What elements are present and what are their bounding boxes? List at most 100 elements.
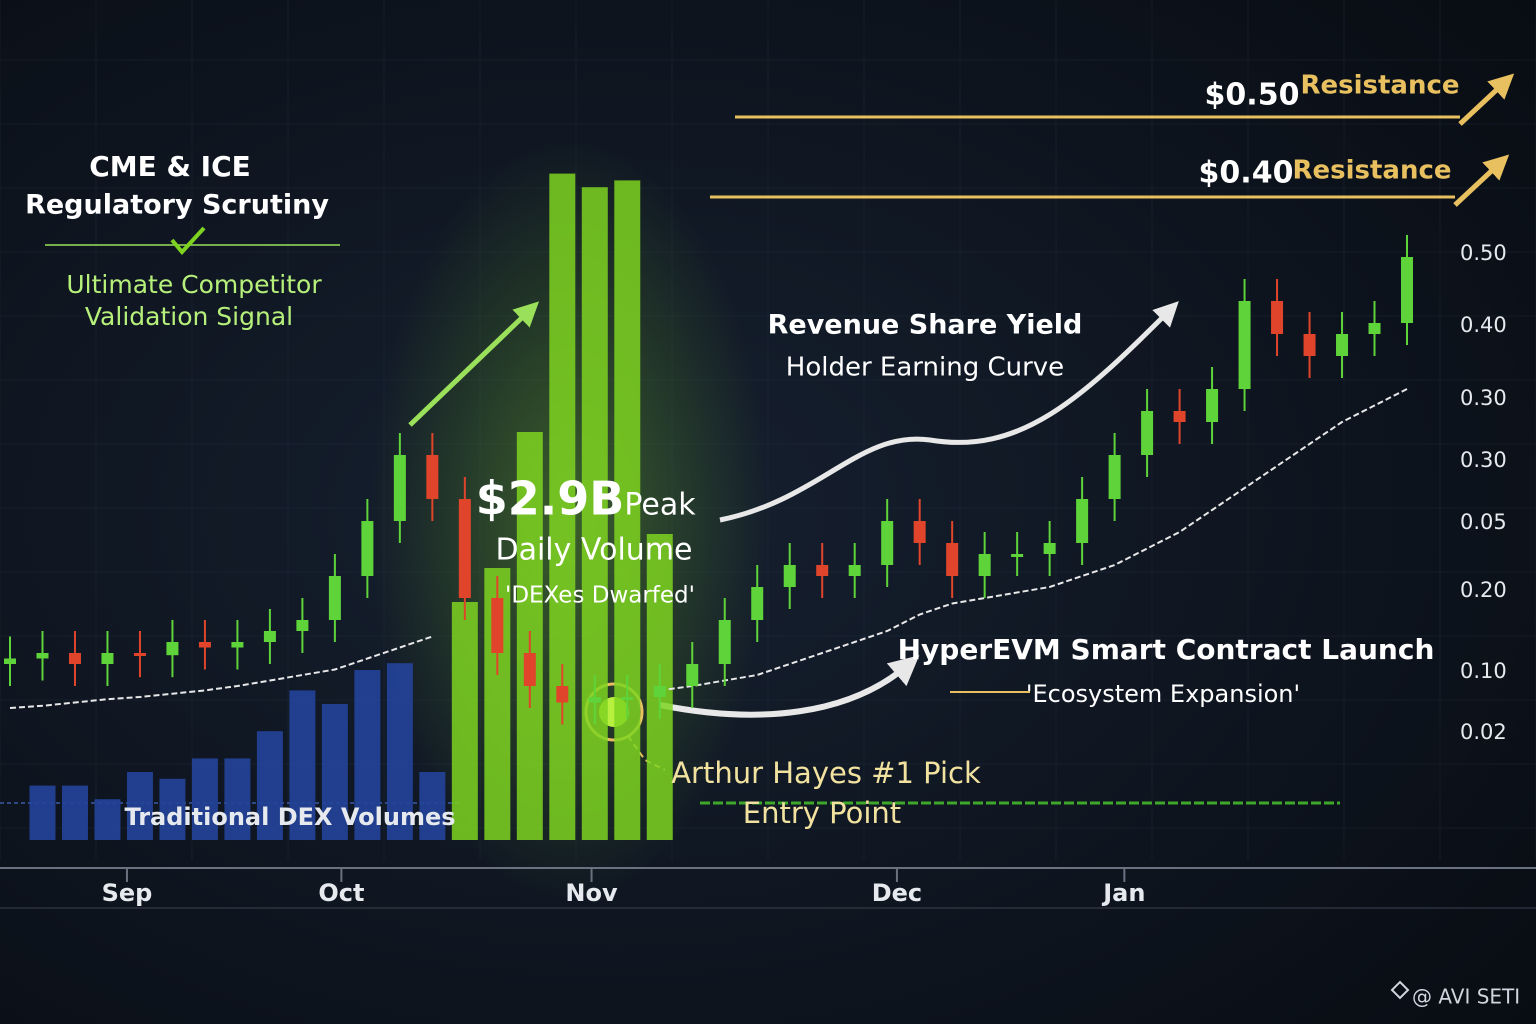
candle-body xyxy=(4,658,16,664)
candle-body xyxy=(718,620,731,664)
candle-body xyxy=(946,543,959,576)
candle-body xyxy=(523,653,536,686)
logo-icon xyxy=(1390,980,1410,1000)
ma-layer xyxy=(9,388,1408,709)
arrow xyxy=(408,301,540,427)
volume-bar xyxy=(61,785,88,840)
annotation: $2.9B xyxy=(476,472,625,526)
volume-bar xyxy=(126,772,153,840)
candle-body xyxy=(36,653,49,659)
price-label: 0.05 xyxy=(1460,510,1507,534)
volume-bar xyxy=(29,785,56,840)
arrow xyxy=(719,301,1179,523)
volume-bar xyxy=(224,758,251,840)
candle-body xyxy=(1108,455,1121,499)
price-label: 0.30 xyxy=(1460,386,1507,410)
volume-bar xyxy=(419,772,446,840)
annotation: 'DEXes Dwarfed' xyxy=(505,583,695,609)
x-tick-label: Oct xyxy=(318,879,364,907)
annotation: Revenue Share Yield xyxy=(768,310,1083,341)
candle-body xyxy=(556,686,569,703)
volume-bar xyxy=(581,187,608,840)
candle-body xyxy=(1011,554,1024,557)
candle-body xyxy=(783,565,796,587)
candle-layer xyxy=(4,235,1413,725)
annotation: Holder Earning Curve xyxy=(786,353,1064,383)
annotation: 'Ecosystem Expansion' xyxy=(1026,680,1300,708)
candle-body xyxy=(913,521,926,543)
candle-body xyxy=(978,554,991,576)
price-label: 0.10 xyxy=(1460,659,1507,683)
candle-body xyxy=(263,631,276,642)
candle-body xyxy=(1206,389,1219,422)
candle-body xyxy=(296,620,309,631)
price-label: 0.50 xyxy=(1460,241,1507,265)
candle-body xyxy=(458,499,471,598)
annotation: Ultimate Competitor xyxy=(66,270,322,299)
x-tick-label: Nov xyxy=(565,879,618,907)
candle-body xyxy=(68,653,81,664)
annotation: CME & ICE xyxy=(89,150,251,183)
candle-body xyxy=(881,521,894,565)
annotation: Arthur Hayes #1 Pick xyxy=(671,756,981,790)
candle-body xyxy=(491,598,504,653)
candle-body xyxy=(816,565,829,576)
annotation: $0.40 xyxy=(1199,156,1294,191)
candle-body xyxy=(1076,499,1089,543)
price-label: 0.20 xyxy=(1460,578,1507,602)
candle-body xyxy=(751,587,764,620)
annotation: Resistance xyxy=(1292,156,1451,186)
volume-bar xyxy=(354,670,381,840)
candle-body xyxy=(1271,301,1284,334)
arrow xyxy=(1453,154,1510,207)
volume-layer xyxy=(29,173,673,841)
annotation: Resistance xyxy=(1300,71,1459,101)
candle-body xyxy=(1141,411,1154,455)
candle-body xyxy=(686,664,699,686)
candle-body xyxy=(393,455,406,521)
candle-body xyxy=(361,521,374,576)
candle-body xyxy=(328,576,341,620)
price-label: 0.40 xyxy=(1460,313,1507,337)
x-tick-label: Dec xyxy=(872,879,922,907)
label-layer: Sep Oct Nov Dec Jan 0.50 0.40 0.30 0.30 0.05 0.20 0… xyxy=(25,71,1507,908)
check-icon xyxy=(170,226,206,256)
moving-average-line xyxy=(9,388,1408,709)
candle-body xyxy=(133,653,146,656)
candle-body xyxy=(621,697,634,700)
price-label: 0.30 xyxy=(1460,448,1507,472)
volume-bar xyxy=(451,602,478,840)
volume-bar xyxy=(614,180,641,840)
candle-body xyxy=(1238,301,1251,389)
volume-bar xyxy=(289,690,316,840)
annotation: $0.50 xyxy=(1205,78,1300,113)
candle-body xyxy=(653,686,666,697)
x-tick-label: Sep xyxy=(102,879,153,907)
candle-body xyxy=(1401,257,1413,323)
candle-body xyxy=(1368,323,1381,334)
arrow xyxy=(659,655,920,718)
x-tick-label: Jan xyxy=(1101,879,1145,907)
candle-body xyxy=(1173,411,1186,422)
annotation: Entry Point xyxy=(743,796,901,830)
candle-body xyxy=(198,642,211,648)
volume-bar xyxy=(159,778,186,840)
candle-body xyxy=(231,642,244,648)
candle-body xyxy=(848,565,861,576)
volume-bar xyxy=(256,731,283,840)
candle-body xyxy=(588,697,601,703)
candle-body xyxy=(1303,334,1316,356)
candle-body xyxy=(101,653,114,664)
volume-bar xyxy=(191,758,218,840)
candle-body xyxy=(426,455,439,499)
annotation: Peak xyxy=(624,488,696,523)
annotation: Regulatory Scrutiny xyxy=(25,190,329,221)
candle-body xyxy=(1043,543,1056,554)
candle-body xyxy=(166,642,179,656)
volume-bar xyxy=(386,663,413,840)
annotation: HyperEVM Smart Contract Launch xyxy=(898,633,1435,666)
arrow xyxy=(1458,73,1515,126)
volume-bar xyxy=(549,173,576,841)
